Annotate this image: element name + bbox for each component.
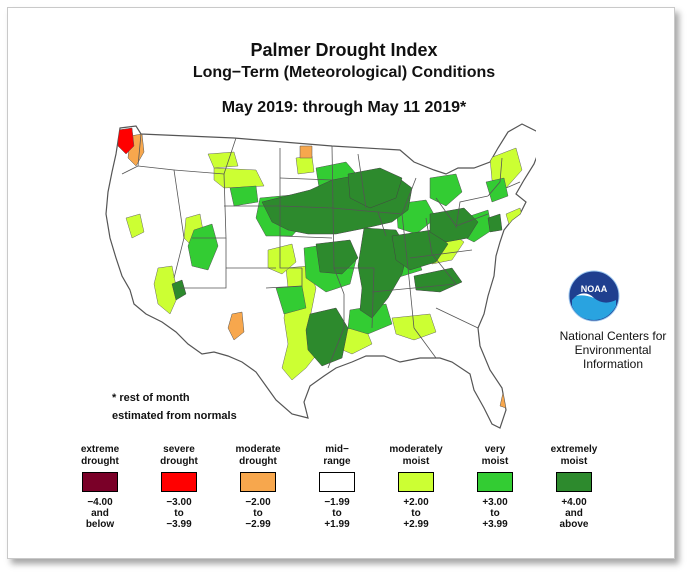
legend-swatch	[240, 472, 276, 492]
legend-range-line-2: to	[490, 508, 500, 519]
legend-category-line-1: moderately	[389, 444, 443, 455]
legend-range: +4.00 and above	[534, 497, 614, 530]
legend-category-line-1: severe	[163, 444, 195, 455]
legend-swatch	[477, 472, 513, 492]
legend-range-line-2: to	[411, 508, 421, 519]
state-borders	[121, 133, 521, 369]
legend-range-line-3: above	[559, 519, 589, 530]
legend-category: very moist	[455, 444, 535, 468]
legend-category-line-2: moist	[560, 456, 588, 467]
legend-range-line-2: to	[253, 508, 263, 519]
legend-category-line-2: drought	[160, 456, 198, 467]
legend-category: moderate drought	[218, 444, 298, 468]
noaa-logo-text: NOAA	[581, 284, 608, 294]
extremely-moist-regions	[171, 167, 503, 367]
legend-category-line-1: extreme	[80, 444, 120, 455]
map-title: Palmer Drought Index	[250, 40, 438, 60]
legend-range-line-1: +3.00	[482, 497, 508, 508]
legend-range: +3.00 to +3.99	[455, 497, 535, 530]
legend-range-line-1: −3.00	[166, 497, 192, 508]
legend-swatch	[319, 472, 355, 492]
ncei-line-1: National Centers for	[559, 329, 667, 343]
legend-range-line-2: to	[332, 508, 342, 519]
legend-category-line-2: range	[323, 456, 351, 467]
legend-swatch	[161, 472, 197, 492]
legend-range-line-3: below	[85, 519, 115, 530]
legend-range-line-2: to	[174, 508, 184, 519]
legend-range-line-3: −3.99	[166, 519, 192, 530]
legend-category: extreme drought	[60, 444, 140, 468]
legend-category-line-1: very	[484, 444, 506, 455]
legend-category-line-1: mid−	[325, 444, 349, 455]
legend-swatch	[82, 472, 118, 492]
ncei-line-3: Information	[582, 357, 644, 371]
legend-range-line-1: −4.00	[87, 497, 113, 508]
legend-category: extremely moist	[534, 444, 614, 468]
legend-category-line-1: moderate	[235, 444, 281, 455]
legend-range: −4.00 and below	[60, 497, 140, 530]
severe-drought-regions	[117, 127, 135, 155]
legend-range: +2.00 to +2.99	[376, 497, 456, 530]
legend-swatch	[398, 472, 434, 492]
legend-swatch	[556, 472, 592, 492]
legend-range-line-3: −2.99	[245, 519, 271, 530]
legend-range-line-3: +2.99	[403, 519, 429, 530]
legend-category-line-2: drought	[239, 456, 277, 467]
legend-range-line-1: −1.99	[324, 497, 350, 508]
footnote-line-1: * rest of month	[112, 392, 190, 404]
ncei-line-2: Environmental	[574, 343, 652, 357]
legend-range-line-1: +4.00	[561, 497, 587, 508]
legend-range-line-2: and	[91, 508, 109, 519]
ncei-label: National Centers for Environmental Infor…	[538, 329, 688, 371]
legend-category-line-2: drought	[81, 456, 119, 467]
legend-category: mid− range	[297, 444, 377, 468]
legend-category: moderately moist	[376, 444, 456, 468]
legend-range-line-1: −2.00	[245, 497, 271, 508]
legend-category: severe drought	[139, 444, 219, 468]
legend-category-line-2: moist	[402, 456, 430, 467]
footnote-line-2: estimated from normals	[112, 410, 237, 422]
legend-category-line-2: moist	[481, 456, 509, 467]
legend-range: −3.00 to −3.99	[139, 497, 219, 530]
noaa-logo: NOAA	[568, 270, 620, 322]
legend: extreme drought −4.00 and below severe d…	[60, 444, 620, 534]
legend-range: −1.99 to +1.99	[297, 497, 377, 530]
map-subtitle: Long−Term (Meteorological) Conditions	[192, 64, 496, 81]
us-drought-map	[105, 123, 536, 429]
legend-category-line-1: extremely	[550, 444, 598, 455]
legend-range-line-2: and	[565, 508, 583, 519]
legend-range: −2.00 to −2.99	[218, 497, 298, 530]
legend-range-line-3: +3.99	[482, 519, 508, 530]
legend-range-line-1: +2.00	[403, 497, 429, 508]
map-period: May 2019: through May 11 2019*	[221, 99, 467, 116]
legend-range-line-3: +1.99	[324, 519, 350, 530]
